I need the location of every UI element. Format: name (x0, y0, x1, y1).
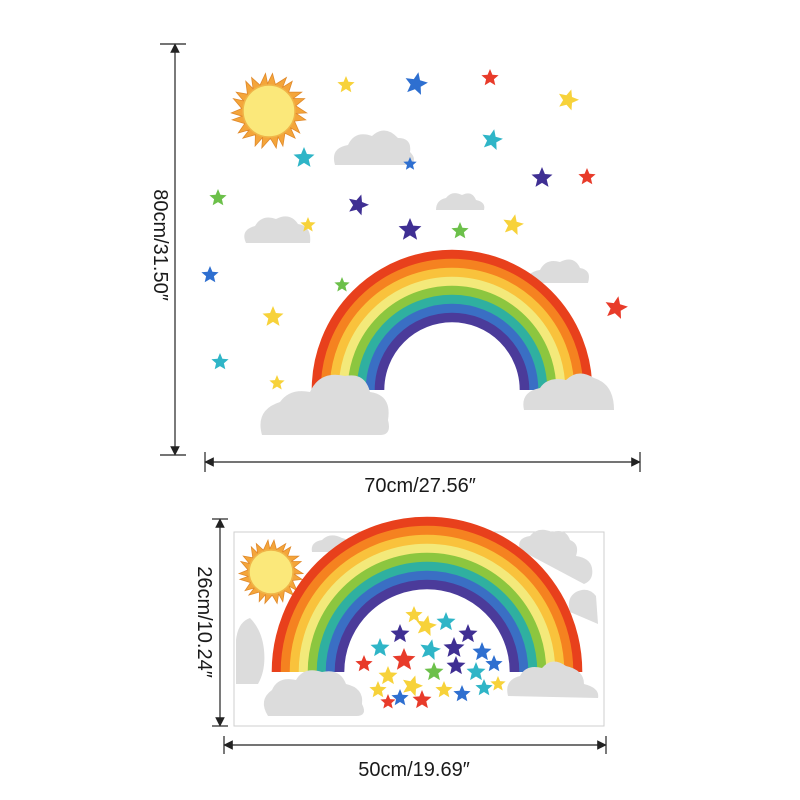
top-height-label: 80cm/31.50″ (149, 189, 171, 301)
rainbow-band (271, 516, 583, 673)
rainbow-band (320, 258, 584, 391)
star-icon (424, 662, 444, 681)
star-icon (390, 624, 410, 643)
top-rainbow-icon (311, 249, 593, 391)
rainbow-band (334, 579, 520, 673)
star-icon (211, 353, 229, 370)
bottom-cloud-icon (507, 661, 599, 698)
star-icon (334, 277, 350, 292)
top-width-label: 70cm/27.56″ (364, 475, 476, 497)
bottom-height-dimension: 26cm/10.24″ (193, 518, 228, 727)
star-icon (262, 306, 284, 326)
star-icon (412, 690, 432, 709)
star-icon (392, 648, 416, 670)
top-height-dimension: 80cm/31.50″ (149, 43, 186, 456)
star-icon (435, 681, 453, 698)
rainbow-band (374, 312, 530, 391)
rainbow-band (289, 534, 565, 673)
top-cloud-icon (333, 130, 414, 165)
star-icon (378, 666, 398, 685)
star-icon (531, 167, 553, 187)
star-icon (300, 217, 316, 232)
star-icon (559, 89, 579, 111)
star-icon (475, 679, 493, 696)
bottom-stars (355, 606, 506, 709)
rainbow-band (329, 267, 575, 391)
star-icon (403, 157, 417, 170)
rainbow-band (356, 294, 548, 391)
bottom-cloud-icon (568, 589, 598, 624)
rainbow-band (347, 285, 557, 391)
star-icon (337, 76, 355, 93)
star-icon (420, 639, 441, 660)
star-icon (269, 375, 285, 390)
star-icon (578, 168, 596, 185)
bottom-decal-sheet: 26cm/10.24″ 50cm/19.69″ (193, 516, 607, 781)
bottom-sun-icon (237, 538, 305, 605)
top-sun-icon (230, 72, 308, 150)
star-icon (466, 662, 486, 681)
star-icon (482, 129, 503, 150)
star-icon (405, 606, 423, 623)
star-icon (201, 266, 219, 283)
rainbow-band (280, 525, 574, 673)
top-cloud-icon (260, 374, 389, 435)
bottom-rainbow-icon (271, 516, 583, 673)
top-stars (201, 69, 628, 390)
rainbow-band (365, 303, 539, 391)
star-icon (416, 615, 437, 636)
sun-core (242, 84, 296, 138)
bottom-cloud-icon (263, 670, 364, 716)
top-cloud-icon (527, 259, 589, 283)
star-icon (209, 189, 227, 206)
star-icon (403, 675, 423, 697)
star-icon (349, 194, 369, 216)
star-icon (481, 69, 499, 86)
top-width-dimension: 70cm/27.56″ (204, 452, 641, 497)
bottom-width-label: 50cm/19.69″ (358, 759, 470, 781)
top-cloud-icon (436, 193, 485, 210)
top-cloud-icon (523, 373, 614, 410)
star-icon (453, 685, 471, 702)
rainbow-band (298, 543, 556, 673)
star-icon (398, 218, 422, 240)
star-icon (355, 655, 373, 672)
sun-core (248, 549, 294, 595)
star-icon (490, 676, 506, 691)
rainbow-band (307, 552, 547, 673)
rainbow-band (311, 249, 593, 391)
star-icon (472, 642, 492, 661)
star-icon (485, 655, 503, 672)
rainbow-band (338, 276, 566, 391)
star-icon (458, 624, 478, 643)
star-icon (405, 72, 428, 95)
star-icon (369, 681, 387, 698)
star-icon (443, 637, 465, 657)
top-decal-panel: 80cm/31.50″ 70cm/27.56″ (149, 43, 641, 497)
star-icon (446, 656, 466, 675)
rainbow-band (316, 561, 538, 673)
top-cloud-icon (244, 216, 311, 243)
star-icon (391, 689, 409, 706)
star-icon (436, 612, 456, 631)
star-icon (370, 638, 390, 657)
star-icon (503, 214, 524, 235)
rainbow-band (325, 570, 529, 673)
star-icon (380, 694, 396, 709)
star-icon (451, 222, 469, 239)
bottom-cloud-icon (236, 618, 265, 684)
star-icon (605, 296, 628, 319)
star-icon (293, 147, 315, 167)
bottom-width-dimension: 50cm/19.69″ (223, 736, 607, 781)
bottom-height-label: 26cm/10.24″ (193, 566, 215, 678)
bottom-cloud-icon (519, 529, 593, 584)
